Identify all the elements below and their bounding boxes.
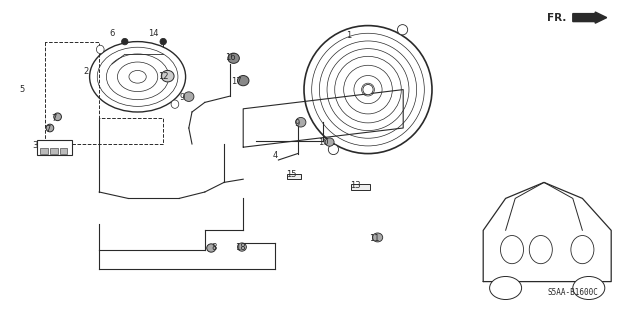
Ellipse shape [319,41,417,138]
Bar [39,141,70,154]
Ellipse shape [529,236,552,264]
Text: FR.: FR. [547,12,566,23]
Ellipse shape [573,276,605,300]
Ellipse shape [500,236,524,264]
Ellipse shape [54,113,61,121]
Text: 18: 18 [235,244,245,252]
Ellipse shape [118,62,157,92]
Text: 4: 4 [273,151,278,160]
Ellipse shape [344,65,392,114]
Text: 6: 6 [109,29,115,38]
Ellipse shape [328,144,339,155]
Ellipse shape [490,276,522,300]
Text: 3: 3 [33,141,38,150]
Ellipse shape [161,70,174,82]
Text: 15: 15 [286,170,296,179]
Ellipse shape [129,70,147,83]
Text: S5AA-B1600C: S5AA-B1600C [547,288,598,297]
Bar [50,148,58,154]
Ellipse shape [325,138,334,146]
Bar [40,148,48,154]
Ellipse shape [90,42,186,112]
Text: 2: 2 [84,68,89,76]
Ellipse shape [171,100,179,108]
FancyArrow shape [573,12,607,23]
Ellipse shape [312,33,424,146]
Text: 13: 13 [350,181,360,190]
Ellipse shape [354,76,382,104]
Text: 11: 11 [369,234,380,243]
Ellipse shape [46,124,54,132]
Ellipse shape [97,47,178,106]
Ellipse shape [571,236,594,264]
Ellipse shape [97,45,104,53]
Ellipse shape [207,244,216,252]
Text: 14: 14 [148,29,159,38]
Text: 9: 9 [295,119,300,128]
Ellipse shape [397,25,408,35]
Text: 10: 10 [318,138,328,147]
Bar [60,148,67,154]
Text: 17: 17 [232,77,242,86]
Text: 12: 12 [158,72,168,81]
Ellipse shape [327,49,409,131]
Ellipse shape [296,117,306,127]
Text: 1: 1 [346,31,351,40]
Text: 16: 16 [225,53,236,62]
Text: 8: 8 [212,244,217,252]
Bar [287,174,301,179]
Ellipse shape [304,26,432,154]
Ellipse shape [362,83,374,96]
Bar [37,140,72,155]
Ellipse shape [184,92,194,101]
Ellipse shape [160,38,166,45]
Ellipse shape [335,56,401,123]
Bar [351,184,370,190]
Ellipse shape [106,54,169,100]
Ellipse shape [237,76,249,86]
Ellipse shape [228,53,239,63]
Ellipse shape [363,84,373,95]
Text: 7: 7 [52,114,57,123]
Text: 9: 9 [180,93,185,102]
Ellipse shape [122,38,128,45]
Text: 5: 5 [20,85,25,94]
Text: 7: 7 [45,125,51,134]
Ellipse shape [237,243,246,251]
Ellipse shape [372,233,383,242]
